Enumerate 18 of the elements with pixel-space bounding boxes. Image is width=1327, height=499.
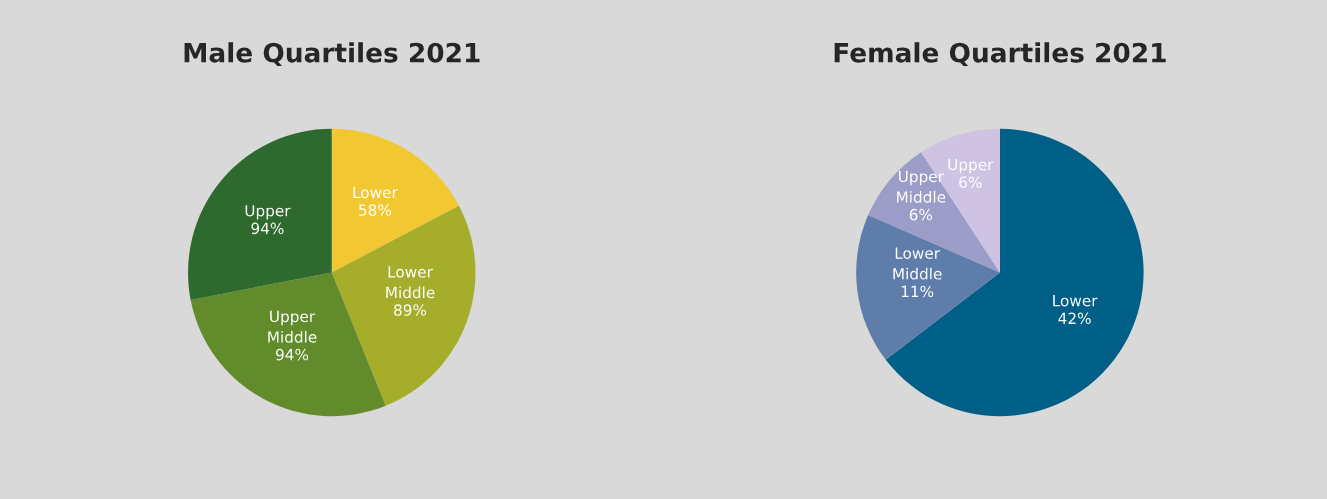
data-label: 6% [909, 208, 933, 221]
chart-title: Male Quartiles 2021 [184, 42, 480, 67]
slice-label: Upper Middle [268, 310, 317, 343]
data-label: 58% [359, 204, 392, 216]
data-label: 6% [959, 176, 982, 188]
data-label: 11% [901, 285, 934, 298]
slice-label: Upper [245, 205, 291, 220]
data-label: 42% [1058, 312, 1091, 325]
slice-label: Upper Middle [897, 170, 946, 203]
slice-label: Lower Middle [386, 266, 435, 299]
data-label: 89% [394, 304, 427, 316]
data-label: 94% [275, 348, 309, 361]
slice-label: Lower [1053, 295, 1098, 307]
slice-label: Lower Middle [893, 247, 942, 280]
chart-title: Female Quartiles 2021 [834, 42, 1166, 67]
slice-label: Lower [353, 186, 398, 199]
data-label: 94% [251, 222, 284, 235]
slice-label: Upper [948, 158, 994, 174]
